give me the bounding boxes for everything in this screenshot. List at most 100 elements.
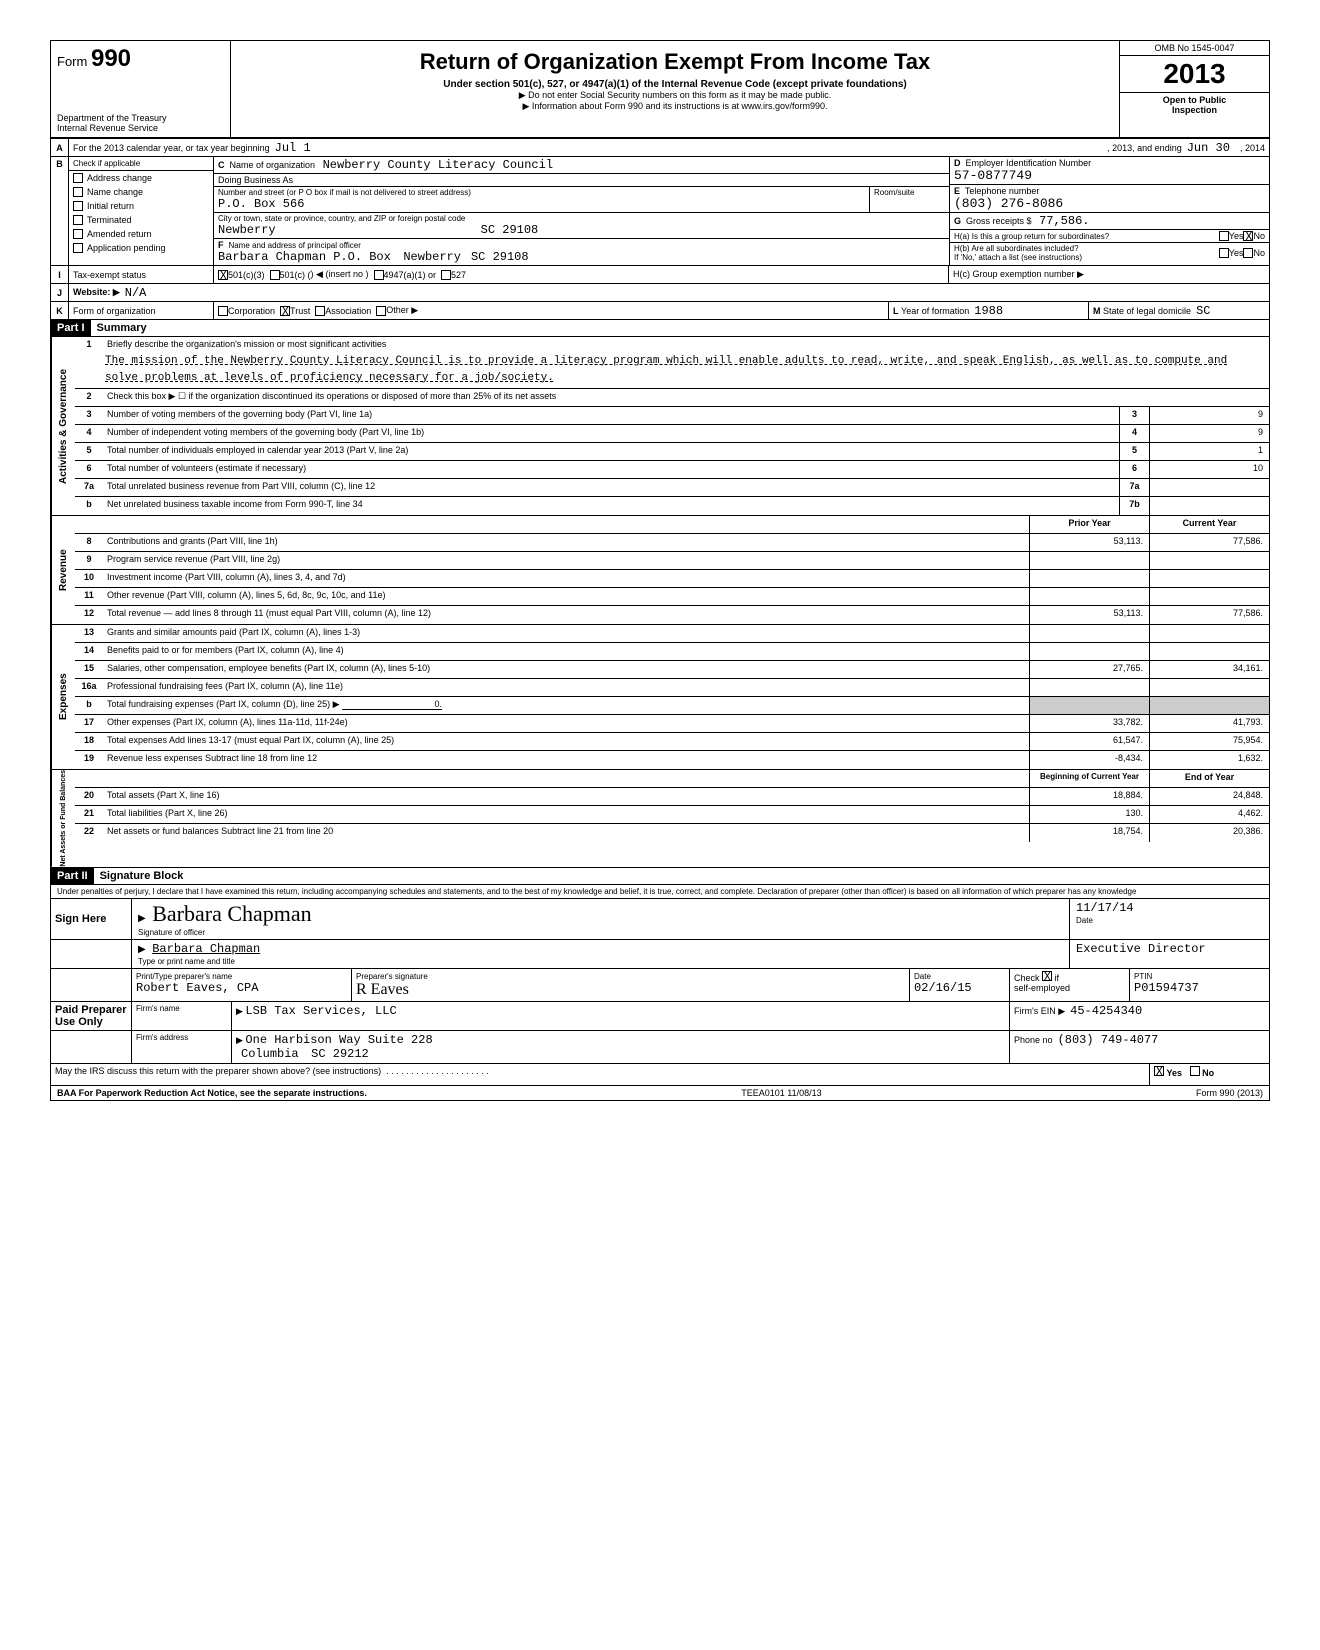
hb-text: H(b) Are all subordinates included? [954, 244, 1079, 253]
ln17-prior: 33,782. [1029, 715, 1149, 732]
open-public: Open to Public [1122, 95, 1267, 105]
section-net-assets: Net Assets or Fund Balances Beginning of… [51, 770, 1269, 868]
ln21-text: Total liabilities (Part X, line 26) [103, 806, 1029, 823]
chk-other[interactable] [376, 306, 386, 316]
ln7b: b [75, 497, 103, 515]
firm-name: LSB Tax Services, LLC [245, 1004, 396, 1018]
prep-row-2: Paid Preparer Use Only Firm's name ▶ LSB… [51, 1002, 1269, 1031]
opt-527: 527 [451, 270, 466, 280]
chk-ha-no[interactable] [1243, 231, 1253, 241]
chk-trust[interactable] [280, 306, 290, 316]
hdr-prior: Prior Year [1029, 516, 1149, 533]
ln10: 10 [75, 570, 103, 587]
k-text: Form of organization [69, 302, 214, 319]
chk-address[interactable] [73, 173, 83, 183]
chk-501c[interactable] [270, 270, 280, 280]
firm-name-lbl: Firm's name [131, 1002, 231, 1030]
label-a: A [51, 139, 69, 156]
chk-501c3[interactable] [218, 270, 228, 280]
ln19-current: 1,632. [1149, 751, 1269, 769]
phone-val: (803) 276-8086 [954, 196, 1063, 211]
chk-name[interactable] [73, 187, 83, 197]
discuss-row: May the IRS discuss this return with the… [51, 1064, 1269, 1086]
omb-number: OMB No 1545-0047 [1120, 41, 1269, 56]
lbl-pending: Application pending [87, 243, 166, 253]
ln8-text: Contributions and grants (Part VIII, lin… [103, 534, 1029, 551]
firm-phone-lbl: Phone no [1014, 1035, 1053, 1045]
ln1-text: Briefly describe the organization's miss… [103, 337, 1269, 351]
ln21-current: 4,462. [1149, 806, 1269, 823]
ln4: 4 [75, 425, 103, 442]
perjury-text: Under penalties of perjury, I declare th… [51, 885, 1269, 899]
hdr-current: Current Year [1149, 516, 1269, 533]
note-ssn: ▶ Do not enter Social Security numbers o… [237, 90, 1113, 101]
dba-label: Doing Business As [214, 174, 297, 186]
tax-year: 2013 [1120, 56, 1269, 93]
ln4-text: Number of independent voting members of … [103, 425, 1119, 442]
l-year: 1988 [974, 304, 1003, 318]
chk-527[interactable] [441, 270, 451, 280]
ln6-val: 10 [1149, 461, 1269, 478]
sig-row-2: Barbara Chapman Type or print name and t… [51, 940, 1269, 969]
prep-date-lbl: Date [914, 972, 931, 981]
form-label: Form [57, 54, 87, 69]
chk-4947[interactable] [374, 270, 384, 280]
ln16a: 16a [75, 679, 103, 696]
ln14-text: Benefits paid to or for members (Part IX… [103, 643, 1029, 660]
prep-row-3: Firm's address ▶ One Harbison Way Suite … [51, 1031, 1269, 1064]
ln6: 6 [75, 461, 103, 478]
ha-yes: Yes [1229, 231, 1244, 241]
chk-discuss-no[interactable] [1190, 1066, 1200, 1076]
ptin-lbl: PTIN [1134, 972, 1152, 981]
ln2-text: Check this box ▶ ☐ if the organization d… [103, 389, 1269, 406]
form-header: Form 990 Department of the Treasury Inte… [51, 41, 1269, 139]
prep-date: 02/16/15 [914, 981, 972, 995]
side-expenses: Expenses [51, 625, 75, 769]
ln3-box: 3 [1119, 407, 1149, 424]
ln7a-text: Total unrelated business revenue from Pa… [103, 479, 1119, 496]
side-activities: Activities & Governance [51, 337, 75, 515]
chk-amended[interactable] [73, 229, 83, 239]
lbl-amended: Amended return [87, 229, 152, 239]
ln5: 5 [75, 443, 103, 460]
ln3-text: Number of voting members of the governin… [103, 407, 1119, 424]
chk-terminated[interactable] [73, 215, 83, 225]
sign-here-lbl: Sign Here [51, 899, 131, 939]
part-ii-header: Part II Signature Block [51, 868, 1269, 885]
ln10-text: Investment income (Part VIII, column (A)… [103, 570, 1029, 587]
form-number: 990 [91, 45, 131, 72]
chk-hb-no[interactable] [1243, 248, 1253, 258]
chk-corp[interactable] [218, 306, 228, 316]
discuss-no: No [1202, 1068, 1214, 1078]
ln20-text: Total assets (Part X, line 16) [103, 788, 1029, 805]
part-i-label: Part I [51, 320, 91, 336]
ln7b-val [1149, 497, 1269, 515]
label-i: I [51, 266, 69, 283]
lbl-address-change: Address change [87, 173, 152, 183]
chk-ha-yes[interactable] [1219, 231, 1229, 241]
ln13: 13 [75, 625, 103, 642]
hc-text: H(c) Group exemption number ▶ [949, 266, 1269, 283]
chk-discuss-yes[interactable] [1154, 1066, 1164, 1076]
chk-hb-yes[interactable] [1219, 248, 1229, 258]
ln16b: b [75, 697, 103, 714]
ln16a-text: Professional fundraising fees (Part IX, … [103, 679, 1029, 696]
ln11-text: Other revenue (Part VIII, column (A), li… [103, 588, 1029, 605]
chk-assoc[interactable] [315, 306, 325, 316]
opt-corp: Corporation [228, 306, 275, 316]
chk-pending[interactable] [73, 243, 83, 253]
ln14-current [1149, 643, 1269, 660]
a-end: Jun 30 [1187, 141, 1230, 155]
ln18: 18 [75, 733, 103, 750]
mission-text: The mission of the Newberry County Liter… [75, 351, 1269, 388]
footer-form: Form 990 (2013) [1196, 1088, 1263, 1098]
label-f: F [218, 240, 224, 250]
side-revenue: Revenue [51, 516, 75, 624]
section-revenue: Revenue Prior Year Current Year 8 Contri… [51, 516, 1269, 625]
ln11-prior [1029, 588, 1149, 605]
po-box: P.O. Box 566 [218, 197, 865, 211]
part-i-header: Part I Summary [51, 320, 1269, 337]
opt-501c: 501(c) ( [280, 270, 311, 280]
chk-self-emp[interactable] [1042, 971, 1052, 981]
chk-initial[interactable] [73, 201, 83, 211]
